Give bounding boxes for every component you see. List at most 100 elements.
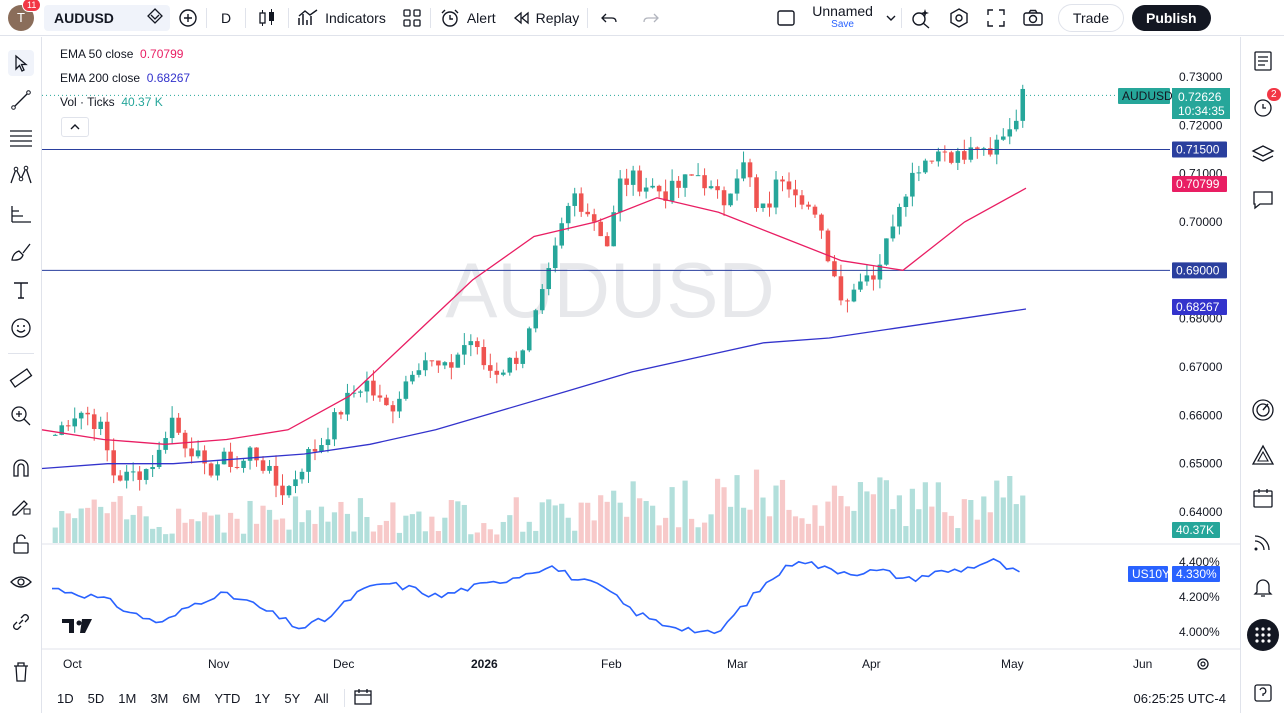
replay-button[interactable]: Replay bbox=[504, 0, 588, 36]
candle-body bbox=[910, 172, 915, 197]
indicator-lines bbox=[42, 94, 1170, 470]
user-avatar[interactable]: T 11 bbox=[8, 0, 42, 31]
timeframe-all[interactable]: All bbox=[314, 690, 329, 706]
volume-bar bbox=[650, 505, 656, 543]
timeframe-5d[interactable]: 5D bbox=[87, 690, 105, 706]
templates-button[interactable] bbox=[394, 0, 430, 36]
layout-menu-button[interactable] bbox=[881, 0, 901, 36]
help-button[interactable] bbox=[1250, 680, 1276, 706]
tradingview-logo[interactable] bbox=[62, 619, 92, 633]
measure-tool[interactable] bbox=[8, 365, 34, 391]
hline-tag-0715-bg bbox=[1172, 141, 1227, 158]
date-range-button[interactable] bbox=[353, 688, 373, 709]
alert-button[interactable]: Alert bbox=[431, 0, 504, 36]
divider bbox=[587, 7, 589, 28]
timeframe-6m[interactable]: 6M bbox=[182, 690, 201, 706]
fib-tool[interactable] bbox=[8, 125, 34, 151]
candle-body bbox=[669, 180, 675, 201]
alerts-panel-button[interactable]: 2 bbox=[1250, 88, 1281, 120]
link-tool[interactable] bbox=[8, 609, 34, 635]
forecast-tool[interactable] bbox=[8, 201, 34, 227]
symbol-search[interactable]: AUDUSD bbox=[44, 4, 170, 31]
volume-bar bbox=[786, 509, 792, 543]
snapshot-button[interactable] bbox=[1014, 0, 1052, 36]
brush-tool[interactable] bbox=[8, 239, 34, 265]
trend-line-tool[interactable] bbox=[8, 87, 34, 113]
collapse-legend-button[interactable] bbox=[61, 117, 89, 137]
clock-timezone[interactable]: 06:25:25 UTC-4 bbox=[1133, 690, 1227, 706]
divider bbox=[8, 353, 34, 354]
candle-body bbox=[780, 179, 785, 182]
object-tree-button[interactable] bbox=[1250, 141, 1276, 167]
volume-bar bbox=[403, 515, 409, 543]
interval-button[interactable]: D bbox=[207, 0, 245, 36]
candle-body bbox=[332, 412, 337, 440]
watchlist-button[interactable] bbox=[1250, 48, 1276, 74]
candle-body bbox=[546, 268, 552, 290]
price-scale[interactable]: 0.730000.720000.710000.700000.690000.680… bbox=[1179, 70, 1223, 639]
candle-body bbox=[637, 170, 642, 192]
chats-button[interactable] bbox=[1250, 187, 1276, 213]
magnet-tool[interactable] bbox=[8, 455, 34, 481]
volume-bar bbox=[870, 494, 877, 543]
ema50-legend[interactable]: EMA 50 close 0.70799 bbox=[60, 47, 183, 61]
timeframe-5y[interactable]: 5Y bbox=[284, 690, 301, 706]
undo-icon bbox=[601, 13, 617, 22]
undo-button[interactable] bbox=[588, 0, 630, 36]
volume-bar bbox=[156, 526, 162, 543]
chart-type-button[interactable] bbox=[246, 0, 288, 36]
symbol-tag-bg bbox=[1118, 88, 1170, 104]
layout-selection[interactable] bbox=[768, 0, 804, 36]
notifications-button[interactable] bbox=[1250, 574, 1276, 600]
ema200-legend[interactable]: EMA 200 close 0.68267 bbox=[60, 71, 190, 85]
symbol-details-icon[interactable] bbox=[146, 7, 164, 28]
time-axis-settings-icon[interactable] bbox=[1197, 658, 1209, 670]
text-tool[interactable] bbox=[8, 277, 34, 303]
pattern-tool[interactable] bbox=[8, 163, 34, 189]
candle-body bbox=[98, 421, 103, 430]
streams-button[interactable] bbox=[1250, 529, 1276, 555]
broadcast-icon bbox=[1254, 535, 1270, 551]
remove-drawings-tool[interactable] bbox=[8, 659, 34, 685]
compare-button[interactable] bbox=[170, 0, 206, 36]
timeframe-1m[interactable]: 1M bbox=[118, 690, 137, 706]
zoom-tool[interactable] bbox=[8, 403, 34, 429]
volume-bar bbox=[955, 528, 961, 543]
technicals-button[interactable] bbox=[1250, 397, 1276, 423]
triangle-icon bbox=[1251, 444, 1275, 465]
fullscreen-button[interactable] bbox=[978, 0, 1014, 36]
layout-name-button[interactable]: Unnamed Save bbox=[804, 0, 881, 36]
emoji-tool[interactable] bbox=[8, 315, 34, 341]
calendar-button[interactable] bbox=[1250, 485, 1276, 511]
cursor-tool[interactable] bbox=[8, 50, 34, 76]
redo-button[interactable] bbox=[630, 0, 672, 36]
timeframe-ytd[interactable]: YTD bbox=[214, 690, 241, 706]
candle-body bbox=[117, 475, 123, 481]
candle-body bbox=[156, 449, 162, 468]
timeframe-1y[interactable]: 1Y bbox=[254, 690, 271, 706]
hide-drawings-tool[interactable] bbox=[8, 569, 34, 595]
trade-button[interactable]: Trade bbox=[1057, 3, 1124, 32]
keep-drawing-tool[interactable] bbox=[8, 493, 34, 519]
time-axis[interactable]: Oct Nov Dec 2026 Feb Mar Apr May Jun bbox=[63, 657, 1152, 671]
quick-search-button[interactable] bbox=[902, 0, 940, 36]
lock-drawings-tool[interactable] bbox=[8, 531, 34, 557]
candle-body bbox=[760, 203, 766, 209]
volume-bar bbox=[143, 516, 149, 543]
volume-legend[interactable]: Vol · Ticks 40.37 K bbox=[60, 95, 163, 109]
volume-bar bbox=[279, 518, 286, 543]
volume-bar bbox=[59, 510, 65, 543]
divider bbox=[206, 7, 207, 28]
symbol-tag: AUDUSD bbox=[1122, 89, 1173, 103]
publish-button[interactable]: Publish bbox=[1131, 4, 1211, 31]
products-button[interactable] bbox=[1247, 619, 1279, 651]
indicators-button[interactable]: Indicators bbox=[289, 0, 394, 36]
timeframe-1d[interactable]: 1D bbox=[57, 690, 74, 706]
volume-bar bbox=[286, 529, 292, 543]
candle-body bbox=[221, 451, 227, 465]
timeframe-3m[interactable]: 3M bbox=[150, 690, 169, 706]
candle-body bbox=[364, 380, 370, 392]
chart-area[interactable]: AUDUSD 0.730000.720000.710000.700000.690… bbox=[42, 37, 1240, 684]
settings-button[interactable] bbox=[940, 0, 978, 36]
ideas-button[interactable] bbox=[1250, 442, 1276, 468]
